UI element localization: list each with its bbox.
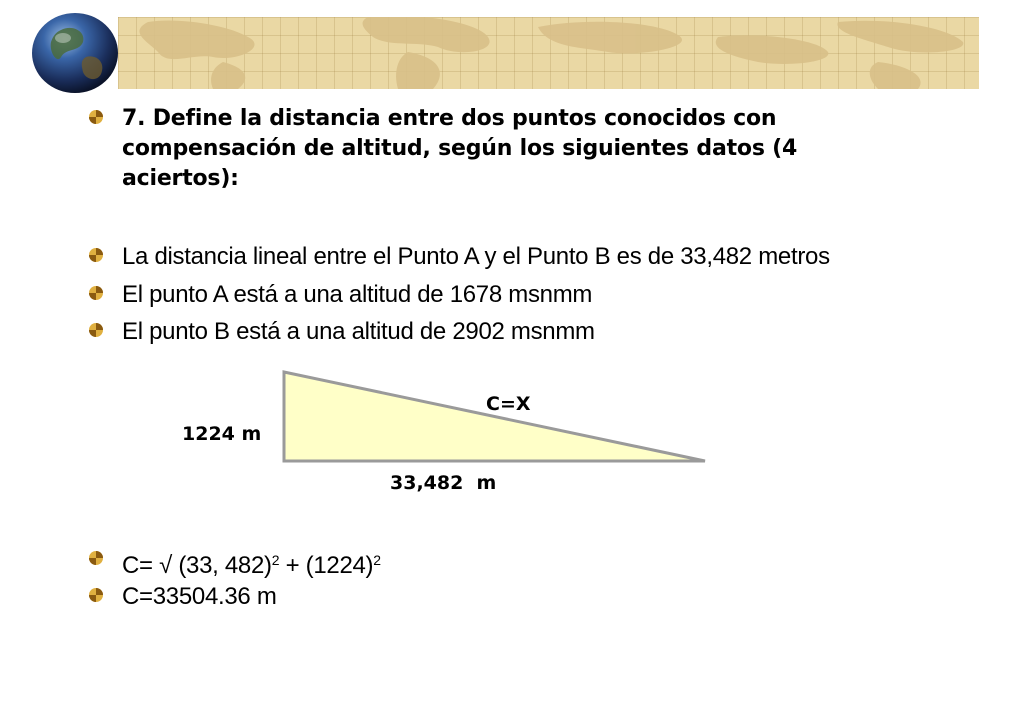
world-map-banner [118,17,979,89]
hypotenuse-label: C=X [486,393,531,415]
bullet-icon [89,286,103,300]
bullet-icon [89,248,103,262]
height-label: 1224 m [182,423,262,445]
formula-part: C= √ (33, 482) [122,552,272,579]
base-label: 33,482 m [390,472,497,494]
list-item: El punto B está a una altitud de 2902 ms… [88,317,595,347]
list-item: El punto A está a una altitud de 1678 ms… [88,280,592,310]
list-item: C= √ (33, 482)2 + (1224)2 [88,545,381,581]
bullet-icon [89,588,103,602]
bullet-icon [89,323,103,337]
exponent: 2 [373,552,381,568]
list-item: La distancia lineal entre el Punto A y e… [88,242,830,272]
right-triangle [282,370,706,463]
world-map-icon [139,17,964,89]
statement-distance: La distancia lineal entre el Punto A y e… [122,243,830,270]
statement-point-a: El punto A está a una altitud de 1678 ms… [122,281,593,308]
bullet-icon [89,551,103,565]
list-item: C=33504.36 m [88,582,277,612]
statement-point-b: El punto B está a una altitud de 2902 ms… [122,318,595,345]
question-title: 7. Define la distancia entre dos puntos … [122,106,798,191]
exponent: 2 [271,552,280,568]
result: C=33504.36 m [122,583,277,610]
bullet-icon [89,110,103,124]
globe-icon [31,12,119,94]
formula-part: + (1224) [279,552,374,579]
formula: C= √ (33, 482)2 + (1224)2 [122,545,381,581]
list-item: 7. Define la distancia entre dos puntos … [88,104,852,194]
